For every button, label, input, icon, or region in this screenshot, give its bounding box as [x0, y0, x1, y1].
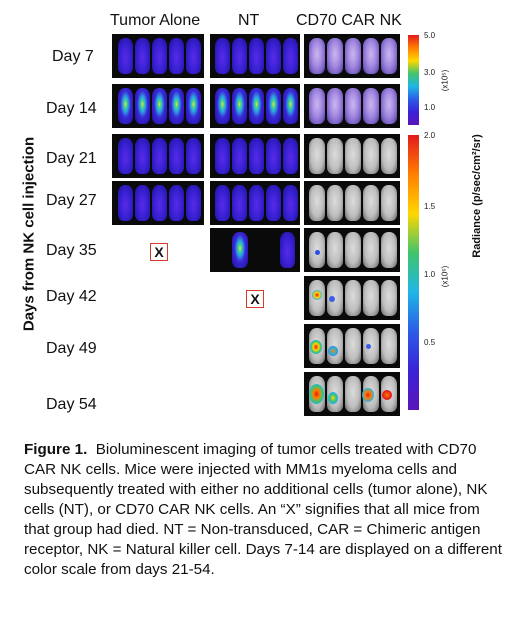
- colorbar-top-tick-3-0: 3.0: [424, 68, 436, 77]
- colorbar-top-tick-5-0: 5.0: [424, 31, 436, 40]
- row-label-day-21: Day 21: [46, 150, 97, 167]
- colorbar-bottom-tick-1-5: 1.5: [424, 202, 436, 211]
- image-cd70-car-nk-day-35: [304, 228, 400, 272]
- image-cd70-car-nk-day-14: [304, 84, 400, 128]
- row-label-day-54: Day 54: [46, 396, 97, 413]
- row-label-day-49: Day 49: [46, 340, 97, 357]
- image-nt-day-14: [210, 84, 300, 128]
- row-label-day-42: Day 42: [46, 288, 97, 305]
- column-header-nt: NT: [238, 12, 260, 29]
- row-label-day-7: Day 7: [52, 48, 94, 65]
- image-cd70-car-nk-day-7: [304, 34, 400, 78]
- colorbar-bottom-tick-1-0: 1.0: [424, 270, 436, 279]
- image-tumor-alone-day-7: [112, 34, 204, 78]
- image-nt-day-7: [210, 34, 300, 78]
- image-cd70-car-nk-day-21: [304, 134, 400, 178]
- image-nt-day-21: [210, 134, 300, 178]
- colorbar-bottom-tick-2-0: 2.0: [424, 131, 436, 140]
- image-cd70-car-nk-day-54: [304, 372, 400, 416]
- death-marker-nt: X: [246, 290, 264, 308]
- y-axis-title: Days from NK cell injection: [20, 136, 38, 332]
- colorbar-top-tick-1-0: 1.0: [424, 103, 436, 112]
- row-label-day-27: Day 27: [46, 192, 97, 209]
- image-tumor-alone-day-27: [112, 181, 204, 225]
- image-tumor-alone-day-14: [112, 84, 204, 128]
- image-tumor-alone-day-21: [112, 134, 204, 178]
- image-nt-day-27: [210, 181, 300, 225]
- column-header-tumor-alone: Tumor Alone: [110, 12, 201, 29]
- caption-label: Figure 1.: [24, 441, 88, 458]
- colorbar-bottom-tick-0-5: 0.5: [424, 338, 436, 347]
- caption-text: Bioluminescent imaging of tumor cells tr…: [24, 441, 502, 578]
- colorbar-top-multiplier: (x10⁵): [440, 69, 450, 92]
- row-label-day-14: Day 14: [46, 100, 97, 117]
- image-cd70-car-nk-day-27: [304, 181, 400, 225]
- figure-caption: Figure 1. Bioluminescent imaging of tumo…: [24, 440, 504, 580]
- colorbar-day21-54: [408, 135, 419, 410]
- row-label-day-35: Day 35: [46, 242, 97, 259]
- colorbar-day7-14: [408, 35, 419, 125]
- death-marker-tumor-alone: X: [150, 243, 168, 261]
- image-cd70-car-nk-day-49: [304, 324, 400, 368]
- image-cd70-car-nk-day-42: [304, 276, 400, 320]
- column-header-cd70-car-nk: CD70 CAR NK: [296, 12, 402, 29]
- colorbar-title: Radiance (p/sec/cm²/sr): [471, 134, 483, 258]
- colorbar-bottom-multiplier: (x10⁶): [440, 265, 450, 288]
- image-nt-day-35: [210, 228, 300, 272]
